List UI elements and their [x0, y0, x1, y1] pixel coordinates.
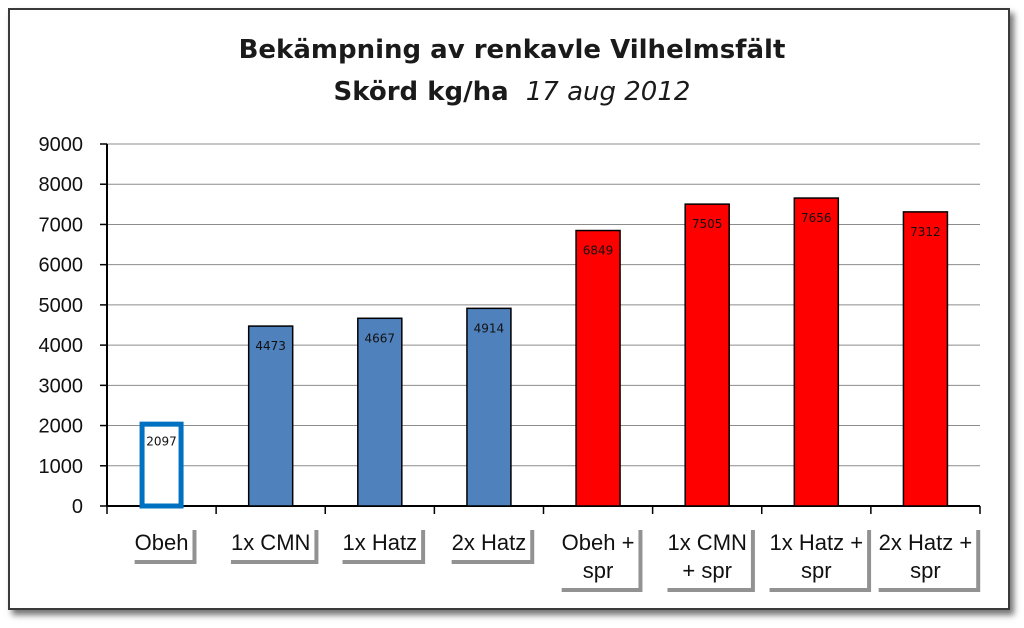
bar [684, 203, 730, 507]
gridlines [107, 143, 980, 467]
category-label: Obeh + [562, 530, 635, 555]
bar-value-label: 2097 [146, 435, 177, 449]
y-tick-label: 9000 [39, 134, 84, 156]
y-tick-label: 0 [72, 496, 83, 518]
category-label: spr [801, 558, 832, 583]
category-label: 1x CMN [231, 530, 310, 555]
chart-title-line2: Skörd kg/ha 17 aug 2012 [334, 77, 691, 107]
bars: 2097 4473 4667 4914 6849 7505 7656 7312 [139, 197, 949, 509]
category-label-box [765, 526, 868, 588]
chart-title-line1: Bekämpning av renkavle Vilhelmsfält [239, 35, 786, 65]
y-tick-label: 7000 [39, 214, 84, 236]
category-label: 1x Hatz + [770, 530, 864, 555]
category-label: 2x Hatz + [879, 530, 973, 555]
bar-value-label: 7505 [692, 217, 723, 231]
bar [357, 317, 403, 507]
category-label-box [226, 526, 315, 560]
y-tick-label: 3000 [39, 375, 84, 397]
y-tick-label: 6000 [39, 255, 84, 277]
bar-value-label: 4667 [365, 331, 396, 345]
category-label: + spr [682, 558, 732, 583]
y-tick-label: 8000 [39, 174, 84, 196]
category-label-box [130, 526, 193, 560]
bar [902, 211, 949, 507]
y-tick-label: 5000 [39, 295, 84, 317]
axes: 0 1000 2000 3000 4000 5000 6000 7000 8000 9000 [39, 134, 981, 518]
bar-value-label: 7656 [801, 211, 832, 225]
bar-value-label: 7312 [910, 225, 941, 239]
category-label-box [874, 526, 977, 588]
bar [575, 229, 621, 507]
bar [466, 307, 512, 507]
bar-value-label: 6849 [583, 244, 614, 258]
bar [139, 421, 184, 509]
category-label: Obeh [135, 530, 189, 555]
y-tick-label: 2000 [39, 416, 84, 438]
bar [247, 325, 294, 507]
category-labels: Obeh 1x CMN 1x Hatz 2x Hatz Obeh + spr 1x CMN +… [130, 526, 981, 592]
y-tick-label: 4000 [39, 335, 84, 357]
category-label: spr [583, 558, 614, 583]
bar [793, 197, 840, 507]
category-label-box [663, 526, 751, 588]
y-tick-label: 1000 [39, 456, 84, 478]
category-label: 1x Hatz [343, 530, 418, 555]
category-label: 2x Hatz [452, 530, 527, 555]
chart-title-date: 17 aug 2012 [526, 77, 691, 107]
bar-value-label: 4914 [474, 321, 505, 335]
category-label-box [447, 526, 531, 560]
bar-value-label: 4473 [255, 339, 286, 353]
category-label-box [338, 526, 422, 560]
category-label: spr [910, 558, 941, 583]
category-label: 1x CMN [667, 530, 746, 555]
chart-title-main: Skörd kg/ha [334, 77, 509, 107]
category-label-box [557, 526, 639, 588]
